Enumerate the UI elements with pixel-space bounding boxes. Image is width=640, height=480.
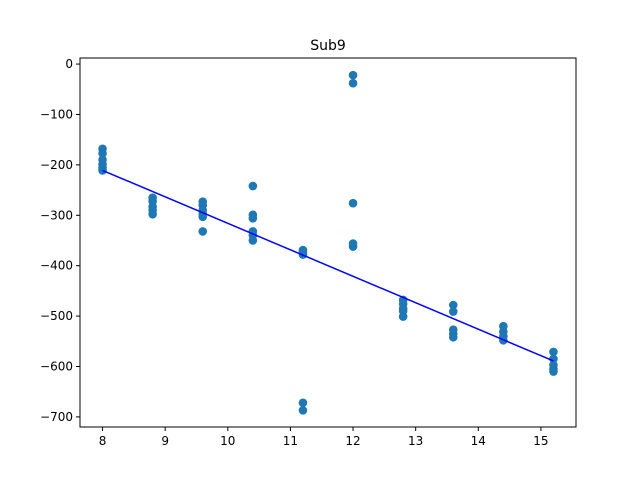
plot-area	[98, 70, 558, 415]
data-point	[248, 236, 258, 245]
data-point	[348, 70, 358, 80]
data-point	[298, 406, 308, 415]
data-point	[348, 198, 358, 208]
data-point	[398, 312, 408, 321]
x-tick-label: 15	[533, 434, 548, 448]
y-tick-label: −400	[40, 259, 73, 273]
data-point	[549, 347, 558, 357]
x-tick-label: 14	[471, 434, 486, 448]
data-point	[248, 181, 258, 191]
axes-frame	[79, 57, 577, 428]
axes: 8 9 10 11 12 13 14 15 0 −100 −200 −300 −400 −500 −600 −…	[40, 57, 549, 448]
y-tick-label: 0	[65, 57, 73, 71]
data-point	[549, 354, 558, 364]
x-tick-label: 10	[220, 434, 235, 448]
x-tick-label: 13	[408, 434, 423, 448]
data-point	[198, 227, 208, 236]
x-tick-label: 12	[345, 434, 360, 448]
data-point	[348, 78, 358, 88]
y-tick-label: −700	[40, 410, 73, 424]
data-point	[298, 398, 308, 408]
data-point	[148, 209, 157, 219]
data-point	[448, 332, 458, 342]
data-point	[549, 367, 558, 376]
y-tick-label: −300	[40, 208, 73, 222]
data-point	[248, 214, 258, 223]
x-tick-label: 8	[99, 434, 107, 448]
x-tick-label: 9	[161, 434, 169, 448]
y-tick-label: −200	[40, 158, 73, 172]
x-tick-label: 11	[283, 434, 298, 448]
regression-line	[102, 169, 554, 362]
data-point	[448, 307, 458, 316]
y-tick-label: −100	[40, 107, 73, 121]
data-point	[198, 212, 208, 222]
data-point	[348, 242, 358, 251]
y-tick-label: −500	[40, 309, 73, 323]
data-point	[98, 148, 107, 158]
y-tick-label: −600	[40, 360, 73, 374]
chart-title: Sub9	[310, 38, 346, 54]
data-point	[448, 300, 458, 310]
